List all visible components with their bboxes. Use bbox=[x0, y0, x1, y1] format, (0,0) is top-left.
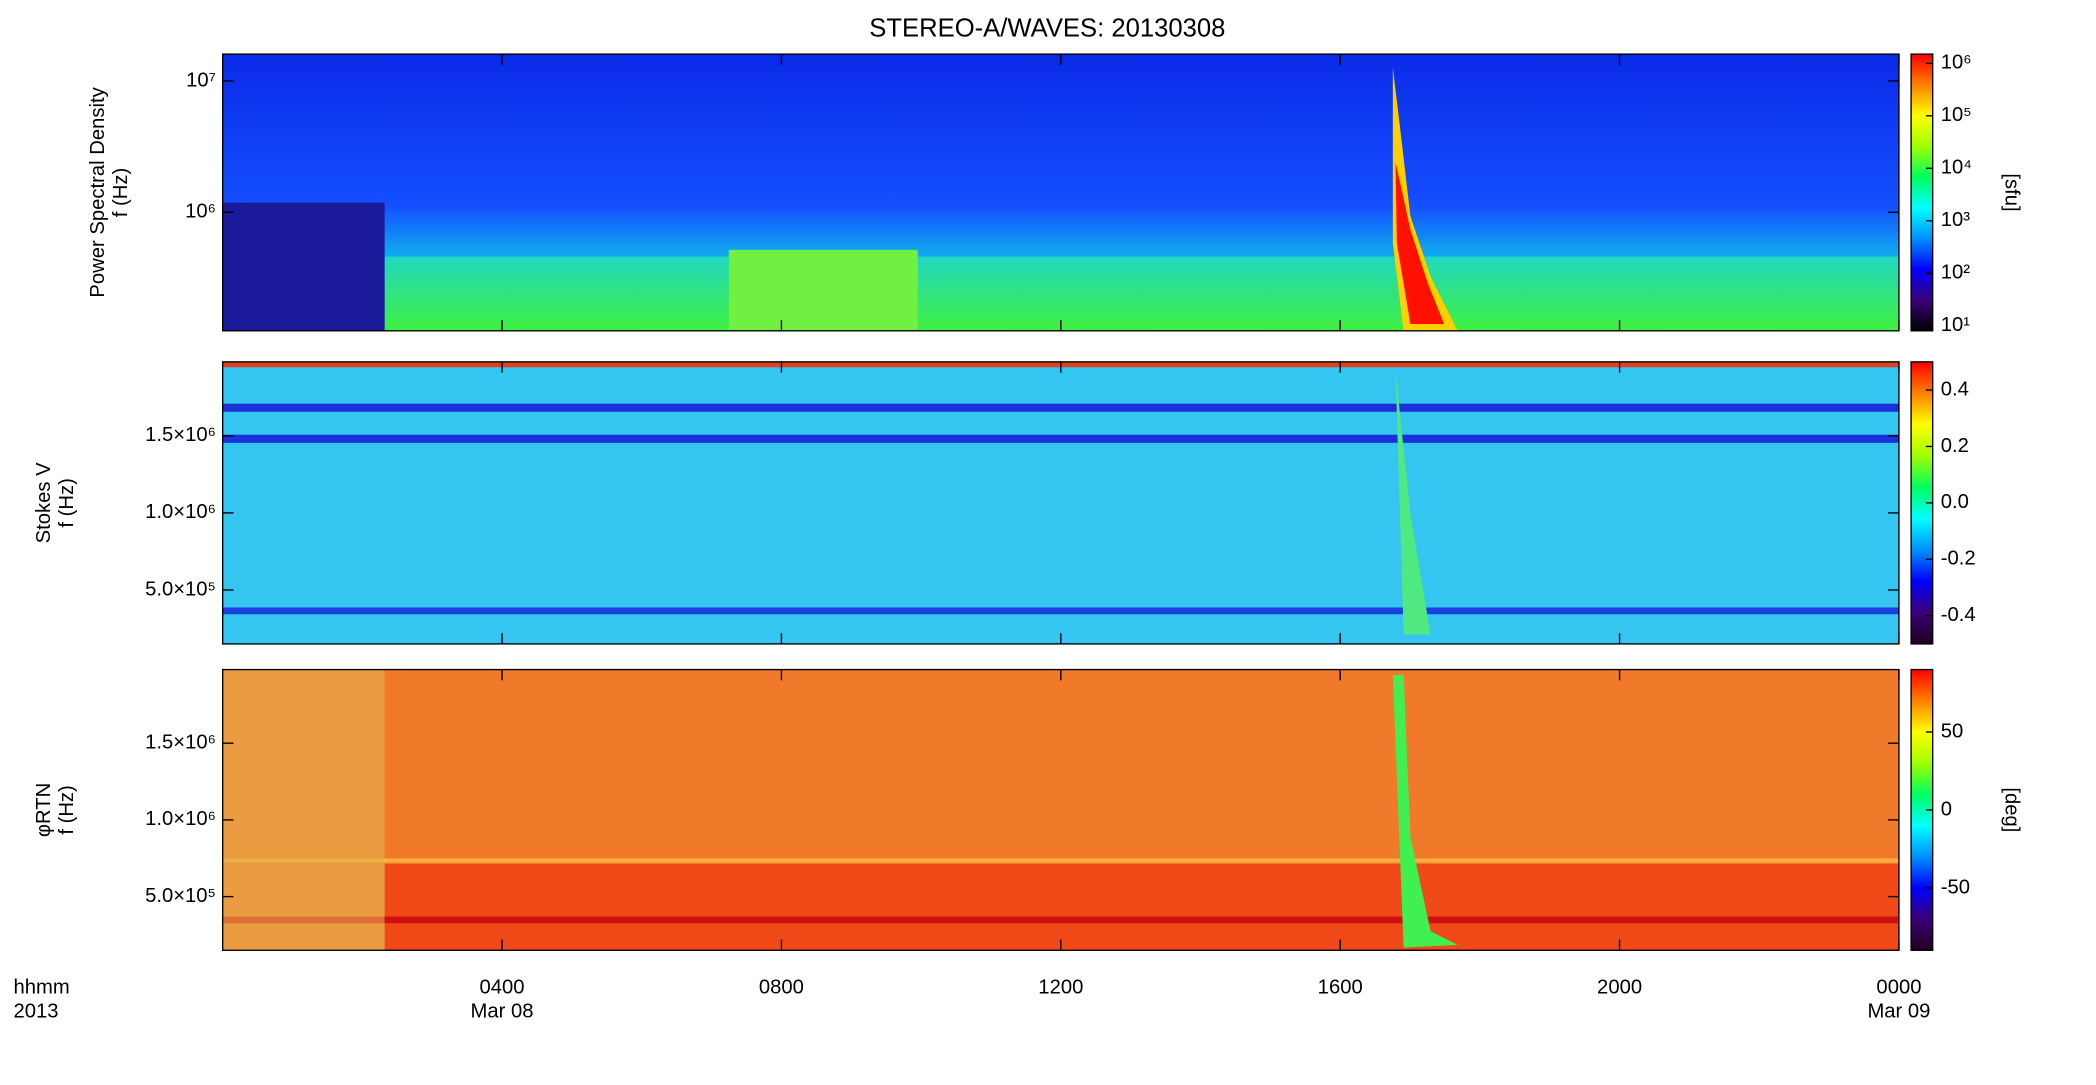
y-axis-label: f (Hz) bbox=[56, 785, 78, 834]
spectrogram-line bbox=[222, 434, 1899, 443]
colorbar-tick-label: 10² bbox=[1941, 262, 1971, 284]
y-tick-label: 5.0×10⁵ bbox=[145, 578, 216, 600]
colorbar-tick-label: 50 bbox=[1941, 720, 1964, 742]
x-date-label: Mar 09 bbox=[1867, 1001, 1930, 1023]
spectrogram-line bbox=[222, 403, 1899, 412]
chart-title: STEREO-A/WAVES: 20130308 bbox=[869, 15, 1225, 43]
y-tick-label: 10⁶ bbox=[185, 201, 216, 223]
x-tick-label: 1200 bbox=[1038, 976, 1083, 998]
colorbar-label: [sfu] bbox=[2001, 173, 2023, 211]
spectrogram-band bbox=[384, 863, 1899, 951]
x-tick-label: 2000 bbox=[1597, 976, 1642, 998]
x-date-label: Mar 08 bbox=[471, 1001, 534, 1023]
x-tick-label: 0000 bbox=[1876, 976, 1921, 998]
y-axis-label: φRTN bbox=[33, 783, 55, 837]
x-axis-label: hhmm bbox=[13, 976, 69, 998]
burst bbox=[1392, 674, 1458, 948]
colorbar-tick-label: 10⁴ bbox=[1941, 157, 1972, 179]
x-tick-label: 1600 bbox=[1318, 976, 1363, 998]
spectrogram-line bbox=[222, 858, 1899, 863]
y-axis-label: Power Spectral Density bbox=[87, 86, 109, 297]
y-tick-label: 1.0×10⁶ bbox=[145, 501, 216, 523]
x-tick-label: 0400 bbox=[480, 976, 525, 998]
colorbar-label: [deg] bbox=[2001, 787, 2023, 832]
y-axis-label: f (Hz) bbox=[110, 168, 132, 217]
burst bbox=[1395, 162, 1445, 325]
colorbar-tick-label: 0.0 bbox=[1941, 491, 1969, 513]
y-tick-label: 1.0×10⁶ bbox=[145, 808, 216, 830]
y-tick-label: 1.5×10⁶ bbox=[145, 732, 216, 754]
spectrogram-band bbox=[728, 249, 918, 331]
spectrogram-dark bbox=[222, 669, 385, 951]
colorbar-tick-label: 0 bbox=[1941, 798, 1952, 820]
burst bbox=[1395, 371, 1431, 635]
colorbar-tick-label: 0.4 bbox=[1941, 378, 1969, 400]
y-axis-label: Stokes V bbox=[33, 462, 55, 543]
y-tick-label: 10⁷ bbox=[186, 69, 216, 91]
colorbar-tick-label: 10¹ bbox=[1941, 314, 1971, 336]
x-tick-label: 0800 bbox=[759, 976, 804, 998]
spectrogram-line bbox=[222, 607, 1899, 615]
spectrogram-image bbox=[222, 54, 1899, 951]
spectrogram-band bbox=[384, 256, 1899, 331]
colorbar-tick-label: -0.4 bbox=[1941, 604, 1976, 626]
x-year-label: 2013 bbox=[13, 1001, 58, 1023]
colorbar-tick-label: 10³ bbox=[1941, 209, 1971, 231]
y-tick-label: 5.0×10⁵ bbox=[145, 885, 216, 907]
colorbar bbox=[1910, 53, 1934, 332]
spectrogram-dark bbox=[222, 202, 385, 331]
y-tick-label: 1.5×10⁶ bbox=[145, 424, 216, 446]
colorbar-tick-label: 0.2 bbox=[1941, 435, 1969, 457]
spectrogram-line bbox=[222, 916, 1899, 924]
colorbar-tick-label: -0.2 bbox=[1941, 548, 1976, 570]
colorbar-tick-label: -50 bbox=[1941, 876, 1970, 898]
colorbar-tick-label: 10⁵ bbox=[1941, 104, 1972, 126]
colorbar-tick-label: 10⁶ bbox=[1941, 52, 1972, 74]
y-axis-label: f (Hz) bbox=[56, 478, 78, 527]
